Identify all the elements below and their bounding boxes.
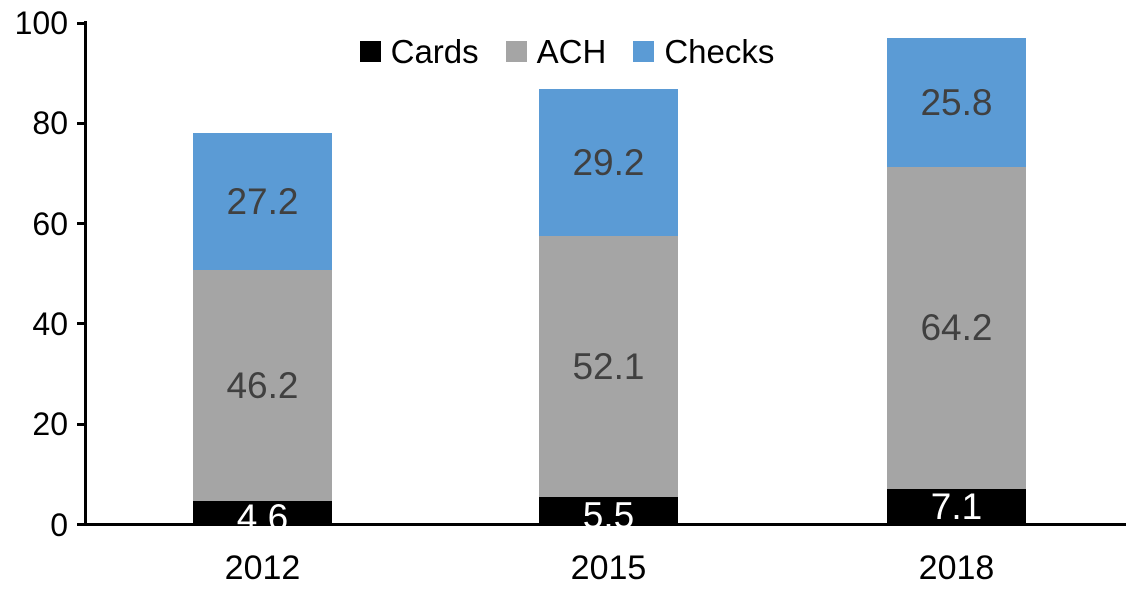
legend-item-checks: Checks [633,35,774,68]
bar-segment-label: 4.6 [236,497,289,539]
y-tick-label: 80 [32,105,68,142]
bar-segment-label: 25.8 [920,81,993,123]
bar-segment-cards-2015: 5.5 [539,496,678,534]
legend-swatch-ach [505,40,527,62]
y-axis-line [84,21,87,526]
bar-segment-label: 46.2 [226,365,299,407]
legend-label: ACH [536,32,607,70]
legend-item-ach: ACH [505,32,607,70]
bar-segment-label: 64.2 [920,307,993,349]
bar-segment-cards-2018: 7.1 [887,486,1026,528]
bar-segment-checks-2012: 27.2 [193,133,332,270]
y-tick-label: 40 [32,305,68,342]
y-tick-mark [77,422,85,426]
bar-segment-label: 5.5 [582,495,635,537]
y-tick-label: 20 [32,406,68,443]
bar-segment-ach-2015: 52.1 [539,235,678,497]
y-tick-label: 0 [50,506,68,543]
legend-swatch-checks [633,40,655,62]
chart-legend: Cards ACH Checks [0,31,1134,71]
y-tick-mark [77,121,85,125]
y-tick-mark [77,21,85,25]
legend-swatch-cards [359,40,381,62]
y-tick-mark [77,523,85,526]
y-tick-mark [77,322,85,326]
bar-segment-label: 27.2 [226,181,299,223]
y-tick-mark [77,222,85,226]
legend-item-cards: Cards [359,32,479,70]
bar-segment-checks-2015: 29.2 [539,89,678,236]
bar-segment-label: 29.2 [572,141,645,183]
y-tick-label: 100 [14,5,68,41]
legend-label: Cards [390,32,479,70]
bar-segment-checks-2018: 25.8 [887,37,1026,167]
bar-segment-ach-2018: 64.2 [887,166,1026,489]
bar-segment-cards-2012: 4.6 [193,499,332,536]
bar-segment-ach-2012: 46.2 [193,269,332,502]
bar-segment-label: 7.1 [930,486,983,528]
x-axis-line [84,523,1126,526]
category-label: 2015 [570,549,647,587]
bar-segment-label: 52.1 [572,345,645,387]
y-tick-label: 60 [32,205,68,242]
category-label: 2012 [224,549,301,587]
category-label: 2018 [918,549,995,587]
legend-label: Checks [664,32,775,70]
